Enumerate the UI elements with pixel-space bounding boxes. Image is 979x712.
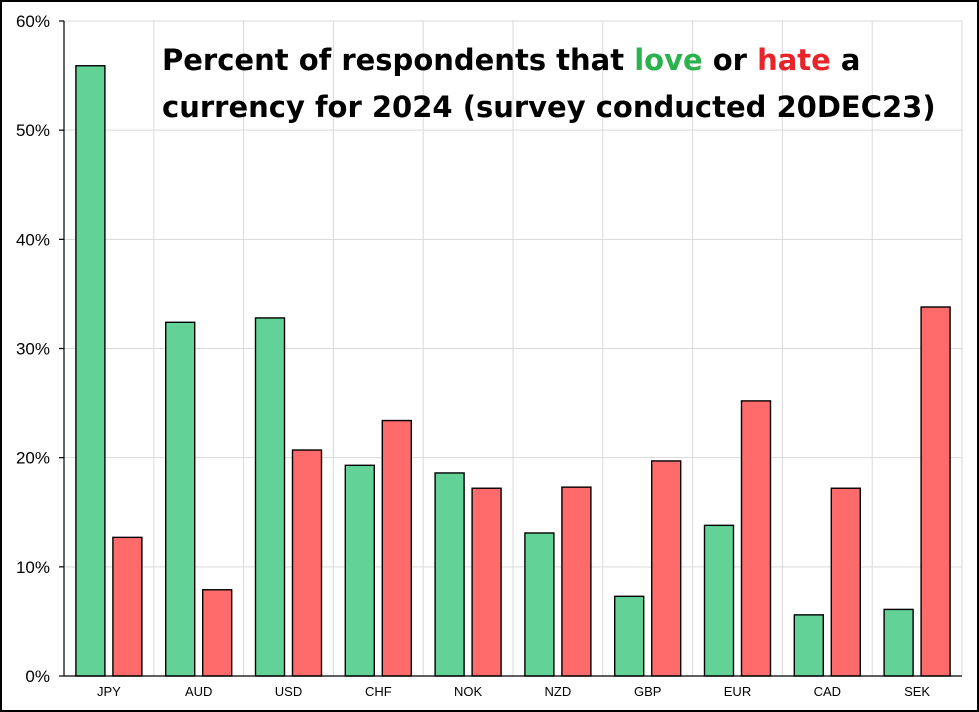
- bar-love-sek: [883, 608, 914, 677]
- x-tick-label: CAD: [814, 684, 841, 699]
- bar-love-nok: [434, 472, 465, 677]
- y-tick-label: 60%: [16, 12, 50, 31]
- x-tick-label: GBP: [634, 684, 661, 699]
- bar-hate-chf: [381, 419, 412, 677]
- bar-hate-usd: [291, 449, 323, 677]
- bars: [75, 65, 951, 677]
- x-tick-label: AUD: [185, 684, 212, 699]
- y-tick-label: 0%: [25, 667, 50, 686]
- chart-title-line-1: Percent of respondents that love or hate…: [162, 43, 861, 77]
- bar-love-gbp: [614, 595, 645, 677]
- chart-title-line-2: currency for 2024 (survey conducted 20DE…: [162, 90, 936, 124]
- bar-hate-nzd: [561, 486, 592, 677]
- bar-love-jpy: [75, 65, 106, 677]
- y-tick-label: 50%: [16, 121, 50, 140]
- x-tick-label: JPY: [97, 684, 121, 699]
- y-tick-labels: 0% 10% 20% 30% 40% 50% 60%: [16, 12, 50, 686]
- x-tick-label: EUR: [724, 684, 751, 699]
- bar-hate-jpy: [112, 536, 143, 677]
- bar-hate-eur: [740, 400, 772, 677]
- bar-love-chf: [344, 464, 375, 677]
- bar-love-cad: [793, 614, 824, 677]
- x-tick-label: USD: [275, 684, 302, 699]
- title-post: a: [831, 43, 861, 77]
- bar-love-usd: [254, 317, 286, 677]
- x-tick-label: NZD: [545, 684, 572, 699]
- title-mid: or: [703, 43, 757, 77]
- bar-love-aud: [164, 321, 196, 677]
- x-tick-label: SEK: [904, 684, 930, 699]
- x-tick-label: NOK: [454, 684, 483, 699]
- x-tick-label: CHF: [365, 684, 392, 699]
- bar-love-eur: [703, 524, 735, 677]
- y-tick-label: 30%: [16, 340, 50, 359]
- bar-hate-sek: [920, 306, 951, 677]
- y-tick-label: 40%: [16, 230, 50, 249]
- y-tick-label: 10%: [16, 558, 50, 577]
- bar-hate-aud: [201, 589, 233, 677]
- bar-hate-cad: [830, 487, 861, 677]
- title-pre: Percent of respondents that: [162, 43, 634, 77]
- bar-hate-gbp: [651, 460, 682, 677]
- axes: [59, 20, 962, 677]
- title-hate-word: hate: [757, 43, 831, 77]
- bar-hate-nok: [471, 487, 502, 677]
- y-tick-label: 20%: [16, 449, 50, 468]
- x-tick-labels: JPY AUD USD CHF NOK NZD GBP EUR CAD SEK: [97, 684, 930, 699]
- bar-love-nzd: [524, 532, 555, 677]
- title-love-word: love: [634, 43, 702, 77]
